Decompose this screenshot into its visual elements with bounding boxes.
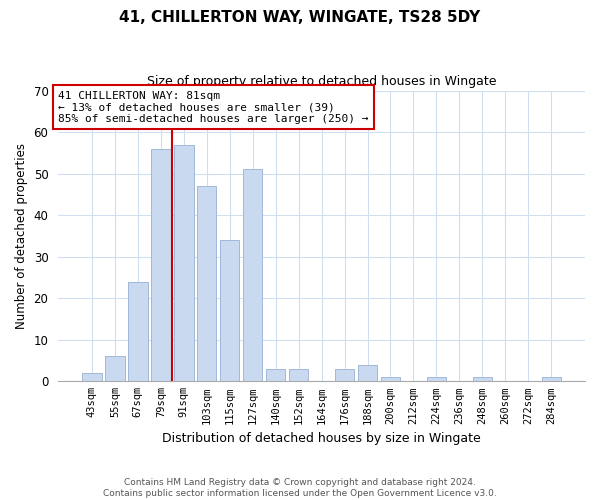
Y-axis label: Number of detached properties: Number of detached properties: [15, 143, 28, 329]
Bar: [427, 377, 446, 382]
Text: Contains HM Land Registry data © Crown copyright and database right 2024.
Contai: Contains HM Land Registry data © Crown c…: [103, 478, 497, 498]
Title: Size of property relative to detached houses in Wingate: Size of property relative to detached ho…: [147, 75, 496, 88]
Bar: [174, 144, 194, 382]
Text: 41, CHILLERTON WAY, WINGATE, TS28 5DY: 41, CHILLERTON WAY, WINGATE, TS28 5DY: [119, 10, 481, 25]
Bar: [105, 356, 125, 382]
X-axis label: Distribution of detached houses by size in Wingate: Distribution of detached houses by size …: [162, 432, 481, 445]
Bar: [542, 377, 561, 382]
Text: 41 CHILLERTON WAY: 81sqm
← 13% of detached houses are smaller (39)
85% of semi-d: 41 CHILLERTON WAY: 81sqm ← 13% of detach…: [58, 90, 368, 124]
Bar: [220, 240, 239, 382]
Bar: [381, 377, 400, 382]
Bar: [151, 148, 170, 382]
Bar: [335, 369, 355, 382]
Bar: [82, 373, 101, 382]
Bar: [128, 282, 148, 382]
Bar: [358, 364, 377, 382]
Bar: [243, 170, 262, 382]
Bar: [266, 369, 286, 382]
Bar: [473, 377, 492, 382]
Bar: [289, 369, 308, 382]
Bar: [197, 186, 217, 382]
